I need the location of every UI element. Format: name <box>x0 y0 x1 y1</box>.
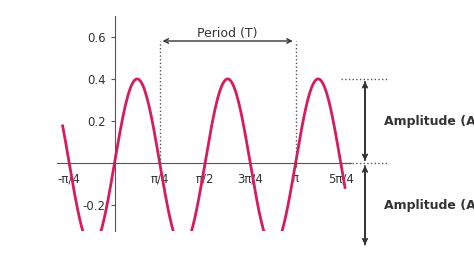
Text: Period (T): Period (T) <box>197 27 258 40</box>
Text: Amplitude (A): Amplitude (A) <box>384 114 474 128</box>
Text: Amplitude (A): Amplitude (A) <box>384 199 474 212</box>
